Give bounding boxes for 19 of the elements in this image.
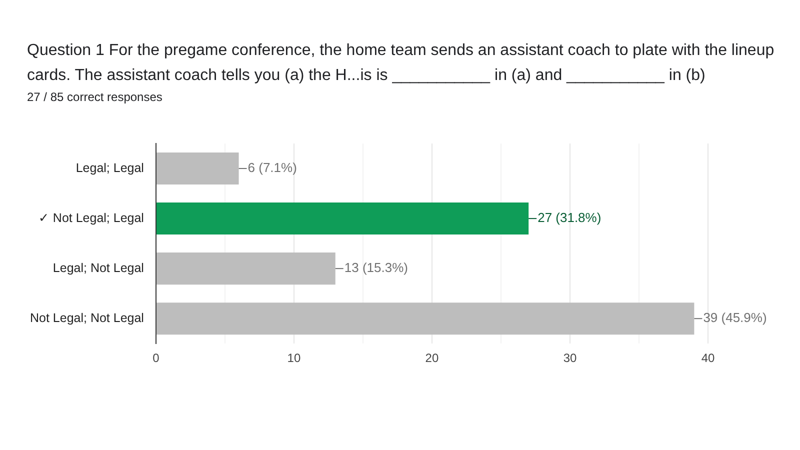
chart-title: Question 1 For the pregame conference, the home team sends an assistant coach to plate with the lineup cards. The assistant coach tells you (a) the H...is is ___________ in (a) and ___________ in (b)	[27, 41, 776, 86]
data-label: 27 (31.8%)	[538, 210, 602, 226]
data-label: 13 (15.3%)	[344, 260, 408, 276]
x-tick-label: 10	[287, 351, 301, 366]
bar	[156, 252, 336, 285]
x-tick-label: 0	[152, 351, 160, 366]
data-label: 39 (45.9%)	[703, 310, 767, 326]
y-tick-label: Legal; Legal	[76, 160, 144, 175]
bar	[156, 152, 239, 185]
bar	[156, 302, 694, 335]
chart-subtitle: 27 / 85 correct responses	[27, 90, 164, 104]
y-tick-label: Legal; Not Legal	[52, 261, 144, 276]
x-tick-label: 40	[701, 351, 715, 366]
y-tick-label: ✓ Not Legal; Legal	[38, 210, 144, 225]
x-tick-label: 20	[425, 351, 439, 366]
data-label: 6 (7.1%)	[248, 160, 297, 176]
x-tick-label: 30	[563, 351, 577, 366]
bar	[156, 202, 529, 235]
y-tick-label: Not Legal; Not Legal	[30, 311, 144, 326]
